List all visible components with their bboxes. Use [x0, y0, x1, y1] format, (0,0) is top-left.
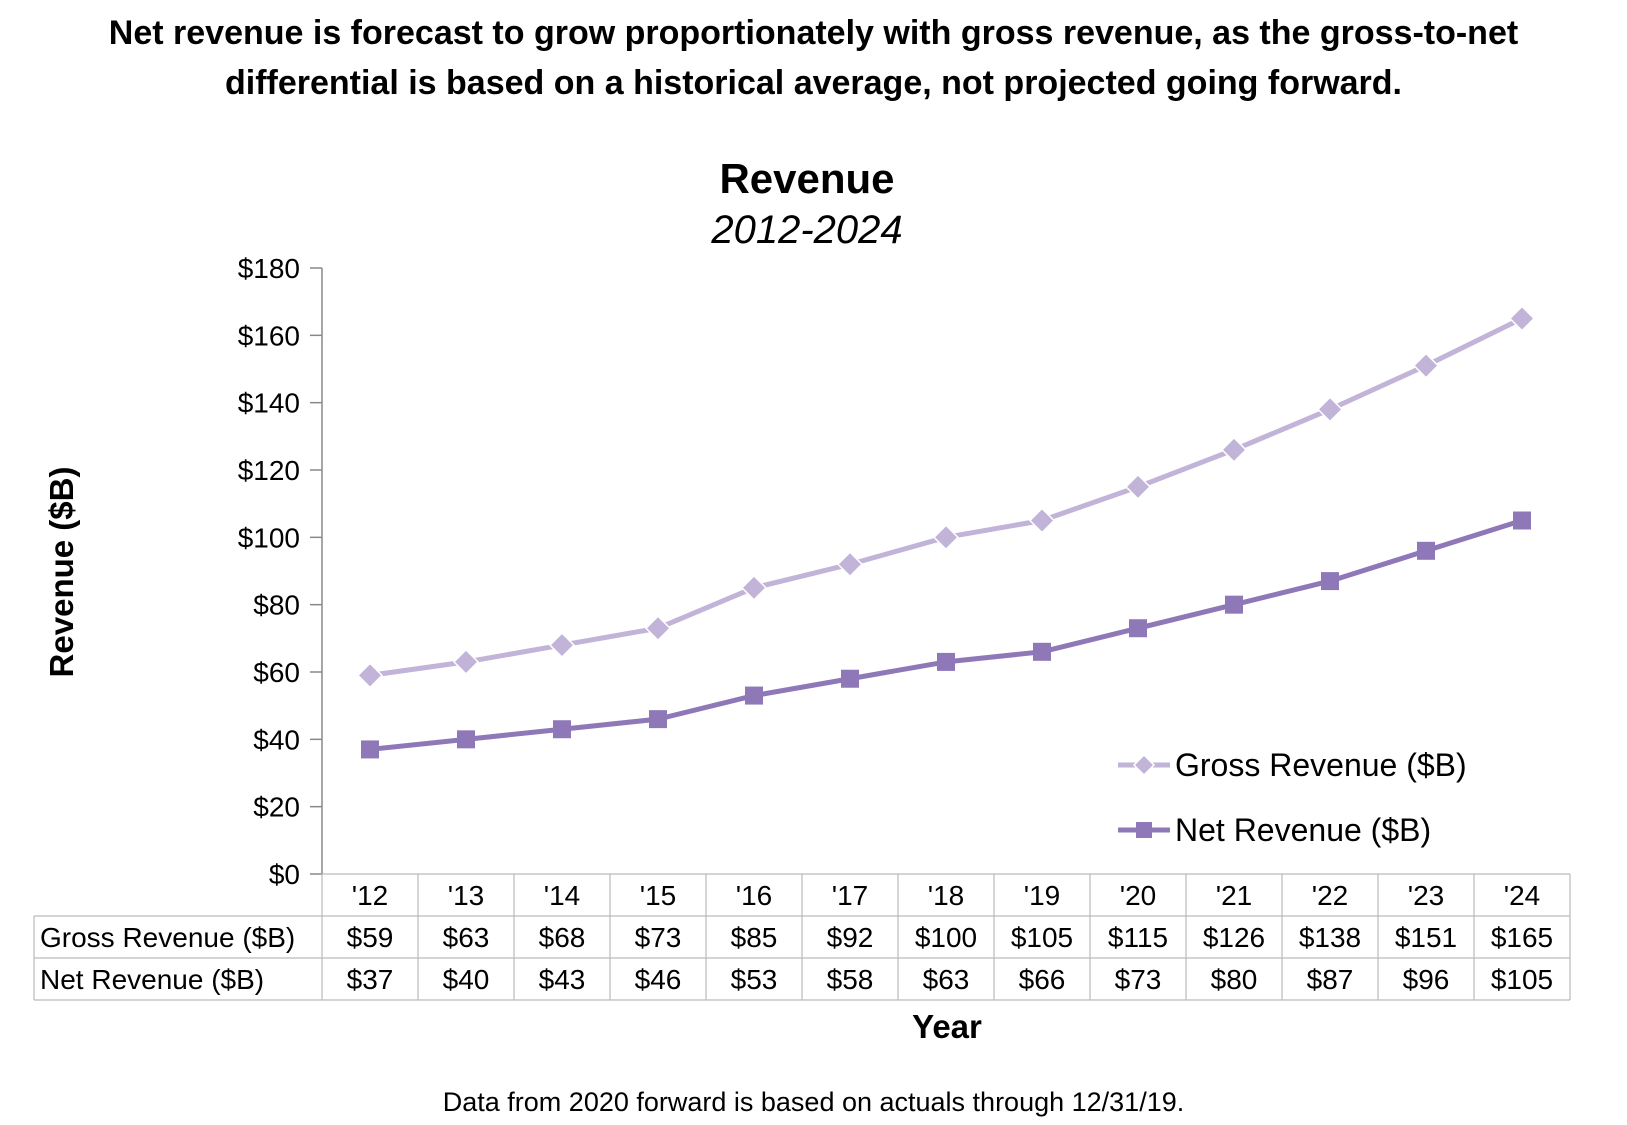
data-table: '12 '13 '14 '15 '16 '17 '18 '19 '20 '21 '22 '23 '24 G…: [33, 873, 1571, 1001]
net-revenue-point: [457, 730, 475, 749]
table-cell: $63: [443, 922, 490, 953]
table-cell: $68: [539, 922, 586, 953]
gross-revenue-point: [548, 632, 576, 659]
table-cell: $105: [1011, 922, 1073, 953]
y-tick-label: $40: [253, 724, 300, 755]
gross-revenue-point: [452, 648, 480, 675]
y-tick-label: $160: [238, 320, 300, 351]
table-cell: $58: [827, 964, 874, 995]
table-cell: $46: [635, 964, 682, 995]
table-cell: $66: [1019, 964, 1066, 995]
x-tick-label: '23: [1408, 880, 1445, 911]
x-tick-label: '12: [352, 880, 389, 911]
net-revenue-point: [1417, 541, 1435, 560]
gross-revenue-point: [356, 662, 384, 689]
y-tick-label: $80: [253, 590, 300, 621]
gross-revenue-point: [740, 574, 768, 601]
table-cell: $105: [1491, 964, 1553, 995]
net-revenue-point: [1513, 511, 1531, 530]
table-cell: $138: [1299, 922, 1361, 953]
x-tick-label: '22: [1312, 880, 1349, 911]
legend-label: Gross Revenue ($B): [1175, 747, 1467, 783]
net-revenue-point: [841, 669, 859, 688]
table-cell: $92: [827, 922, 874, 953]
gross-revenue-point: [1124, 473, 1152, 500]
x-tick-label: '16: [736, 880, 773, 911]
x-tick-label: '17: [832, 880, 869, 911]
gross-revenue-point: [1316, 396, 1344, 423]
chart-subtitle: 2012-2024: [710, 208, 902, 252]
x-tick-label: '19: [1024, 880, 1061, 911]
x-tick-label: '15: [640, 880, 677, 911]
table-cell: $87: [1307, 964, 1354, 995]
series-line-net-revenue: [369, 518, 1523, 752]
table-cell: $37: [347, 964, 394, 995]
net-revenue-point: [1225, 595, 1243, 614]
legend: Gross Revenue ($B) Net Revenue ($B): [1118, 747, 1467, 848]
y-axis-title: Revenue ($B): [43, 467, 80, 678]
y-tick-label: $60: [253, 657, 300, 688]
table-cell: $59: [347, 922, 394, 953]
y-tick-label: $100: [238, 522, 300, 553]
y-tick-label: $140: [238, 388, 300, 419]
x-axis-title: Year: [912, 1008, 982, 1045]
gross-revenue-point: [1508, 305, 1536, 332]
table-cell: $73: [1115, 964, 1162, 995]
legend-diamond-marker: [1132, 753, 1156, 777]
y-tick-label: $120: [238, 455, 300, 486]
y-tick-label: $20: [253, 792, 300, 823]
net-revenue-point: [1321, 572, 1339, 591]
x-tick-label: '13: [448, 880, 485, 911]
table-cell: $85: [731, 922, 778, 953]
table-row-label: Net Revenue ($B): [40, 964, 264, 995]
table-cell: $63: [923, 964, 970, 995]
table-cell: $100: [915, 922, 977, 953]
legend-square-marker: [1136, 822, 1152, 838]
table-cell: $126: [1203, 922, 1265, 953]
net-revenue-point: [745, 686, 763, 705]
net-revenue-point: [1033, 642, 1051, 661]
chart-title: Revenue: [719, 155, 894, 202]
axes: $0 $20 $40 $60 $80 $100 $120 $140 $160 $180: [238, 253, 323, 890]
footnote: Data from 2020 forward is based on actua…: [442, 1087, 1185, 1117]
table-cell: $43: [539, 964, 586, 995]
gross-revenue-point: [836, 551, 864, 578]
series-layer: [356, 305, 1536, 759]
gross-revenue-point: [1220, 436, 1248, 463]
x-tick-label: '21: [1216, 880, 1253, 911]
headline-line-1: Net revenue is forecast to grow proporti…: [108, 14, 1519, 52]
table-row-label: Gross Revenue ($B): [40, 922, 295, 953]
net-revenue-point: [1129, 619, 1147, 638]
table-cell: $165: [1491, 922, 1553, 953]
x-tick-label: '18: [928, 880, 965, 911]
gross-revenue-point: [932, 524, 960, 551]
net-revenue-point: [361, 740, 379, 759]
table-cell: $53: [731, 964, 778, 995]
table-cell: $115: [1108, 922, 1168, 953]
gross-revenue-point: [1028, 507, 1056, 534]
table-cell: $73: [635, 922, 682, 953]
legend-label: Net Revenue ($B): [1175, 812, 1431, 848]
series-line-gross-revenue: [369, 316, 1524, 678]
table-cell: $40: [443, 964, 490, 995]
x-tick-label: '14: [544, 880, 581, 911]
y-tick-label: $180: [238, 253, 300, 284]
table-cell: $96: [1403, 964, 1450, 995]
table-cell: $80: [1211, 964, 1258, 995]
headline: Net revenue is forecast to grow proporti…: [0, 8, 1627, 108]
net-revenue-point: [553, 720, 571, 739]
x-tick-label: '24: [1504, 880, 1541, 911]
x-tick-label: '20: [1120, 880, 1157, 911]
y-tick-label: $0: [269, 859, 300, 890]
table-cell: $151: [1395, 922, 1457, 953]
gross-revenue-point: [644, 615, 672, 642]
headline-line-2: differential is based on a historical av…: [224, 64, 1403, 102]
net-revenue-point: [649, 710, 667, 729]
gross-revenue-point: [1412, 352, 1440, 379]
net-revenue-point: [937, 652, 955, 671]
